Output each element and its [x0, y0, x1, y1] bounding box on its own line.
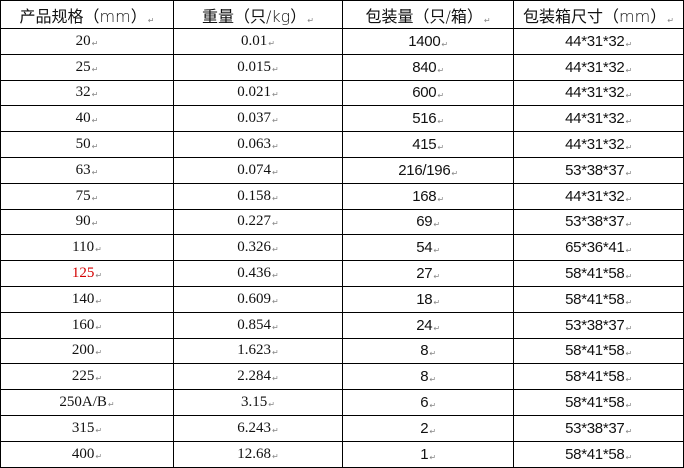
size-cell: 25 — [0, 53, 174, 81]
box-size-cell: 58*41*58 — [513, 285, 684, 313]
pack-qty-cell: 8 — [342, 337, 514, 365]
box-size-cell: 44*31*32 — [513, 28, 684, 55]
size-cell: 90 — [0, 208, 174, 236]
table-row: 900.2276953*38*37 — [0, 208, 684, 236]
table-row: 3156.243253*38*37 — [0, 414, 684, 442]
size-cell: 160 — [0, 311, 174, 339]
weight-cell: 3.15 — [173, 389, 343, 416]
size-cell: 400 — [0, 440, 174, 468]
box-size-cell: 53*38*37 — [513, 156, 684, 184]
box-size-cell: 44*31*32 — [513, 182, 684, 210]
pack-qty-cell: 516 — [342, 105, 514, 133]
table-row: 2001.623858*41*58 — [0, 337, 684, 365]
pack-qty-cell: 18 — [342, 285, 514, 313]
table-row: 400.03751644*31*32 — [0, 105, 684, 133]
box-size-cell: 53*38*37 — [513, 414, 684, 442]
size-cell: 200 — [0, 337, 174, 365]
pack-qty-cell: 840 — [342, 53, 514, 81]
size-cell: 125 — [0, 260, 174, 287]
weight-cell: 0.01 — [173, 28, 343, 55]
size-cell: 40 — [0, 105, 174, 133]
table-row: 2252.284858*41*58 — [0, 363, 684, 391]
box-size-cell: 44*31*32 — [513, 53, 684, 81]
weight-cell: 0.158 — [173, 182, 343, 210]
box-size-cell: 53*38*37 — [513, 311, 684, 339]
weight-cell: 0.854 — [173, 311, 343, 339]
table-row: 750.15816844*31*32 — [0, 182, 684, 210]
pack-qty-cell: 1 — [342, 440, 514, 468]
weight-cell: 1.623 — [173, 337, 343, 365]
size-cell: 50 — [0, 131, 174, 158]
box-size-cell: 58*41*58 — [513, 363, 684, 391]
table-row: 630.074216/19653*38*37 — [0, 156, 684, 184]
weight-cell: 6.243 — [173, 414, 343, 442]
size-cell: 32 — [0, 79, 174, 107]
box-size-cell: 44*31*32 — [513, 131, 684, 158]
header-box-size: 包装箱尺寸（mm） — [513, 0, 684, 29]
pack-qty-cell: 168 — [342, 182, 514, 210]
size-cell: 63 — [0, 156, 174, 184]
table-row: 500.06341544*31*32 — [0, 131, 684, 158]
box-size-cell: 53*38*37 — [513, 208, 684, 236]
table-row: 320.02160044*31*32 — [0, 79, 684, 107]
pack-qty-cell: 27 — [342, 260, 514, 287]
size-cell: 140 — [0, 285, 174, 313]
box-size-cell: 58*41*58 — [513, 337, 684, 365]
weight-cell: 12.68 — [173, 440, 343, 468]
pack-qty-cell: 24 — [342, 311, 514, 339]
table-row: 1250.4362758*41*58 — [0, 260, 684, 287]
box-size-cell: 58*41*58 — [513, 440, 684, 468]
pack-qty-cell: 69 — [342, 208, 514, 236]
weight-cell: 0.063 — [173, 131, 343, 158]
header-pack-qty: 包装量（只/箱） — [342, 0, 514, 29]
weight-cell: 0.436 — [173, 260, 343, 287]
header-size: 产品规格（mm） — [0, 0, 174, 29]
box-size-cell: 65*36*41 — [513, 234, 684, 262]
table-row: 1600.8542453*38*37 — [0, 311, 684, 339]
weight-cell: 0.609 — [173, 285, 343, 313]
weight-cell: 2.284 — [173, 363, 343, 391]
weight-cell: 0.326 — [173, 234, 343, 262]
weight-cell: 0.037 — [173, 105, 343, 133]
weight-cell: 0.021 — [173, 79, 343, 107]
pack-qty-cell: 1400 — [342, 28, 514, 55]
weight-cell: 0.074 — [173, 156, 343, 184]
size-cell: 20 — [0, 28, 174, 55]
header-row: 产品规格（mm） 重量（只/kg） 包装量（只/箱） 包装箱尺寸（mm） — [0, 0, 684, 29]
table-row: 200.01140044*31*32 — [0, 28, 684, 55]
pack-qty-cell: 600 — [342, 79, 514, 107]
table-row: 1400.6091858*41*58 — [0, 285, 684, 313]
size-cell: 250A/B — [0, 389, 174, 416]
table-row: 40012.68158*41*58 — [0, 440, 684, 468]
box-size-cell: 58*41*58 — [513, 260, 684, 287]
pack-qty-cell: 8 — [342, 363, 514, 391]
header-weight: 重量（只/kg） — [173, 0, 343, 29]
pack-qty-cell: 216/196 — [342, 156, 514, 184]
size-cell: 315 — [0, 414, 174, 442]
table-row: 250.01584044*31*32 — [0, 53, 684, 81]
size-cell: 225 — [0, 363, 174, 391]
pack-qty-cell: 54 — [342, 234, 514, 262]
weight-cell: 0.227 — [173, 208, 343, 236]
pack-qty-cell: 415 — [342, 131, 514, 158]
table-row: 250A/B3.15658*41*58 — [0, 389, 684, 416]
box-size-cell: 58*41*58 — [513, 389, 684, 416]
table-row: 1100.3265465*36*41 — [0, 234, 684, 262]
size-cell: 75 — [0, 182, 174, 210]
weight-cell: 0.015 — [173, 53, 343, 81]
box-size-cell: 44*31*32 — [513, 105, 684, 133]
box-size-cell: 44*31*32 — [513, 79, 684, 107]
pack-qty-cell: 6 — [342, 389, 514, 416]
pack-qty-cell: 2 — [342, 414, 514, 442]
size-cell: 110 — [0, 234, 174, 262]
